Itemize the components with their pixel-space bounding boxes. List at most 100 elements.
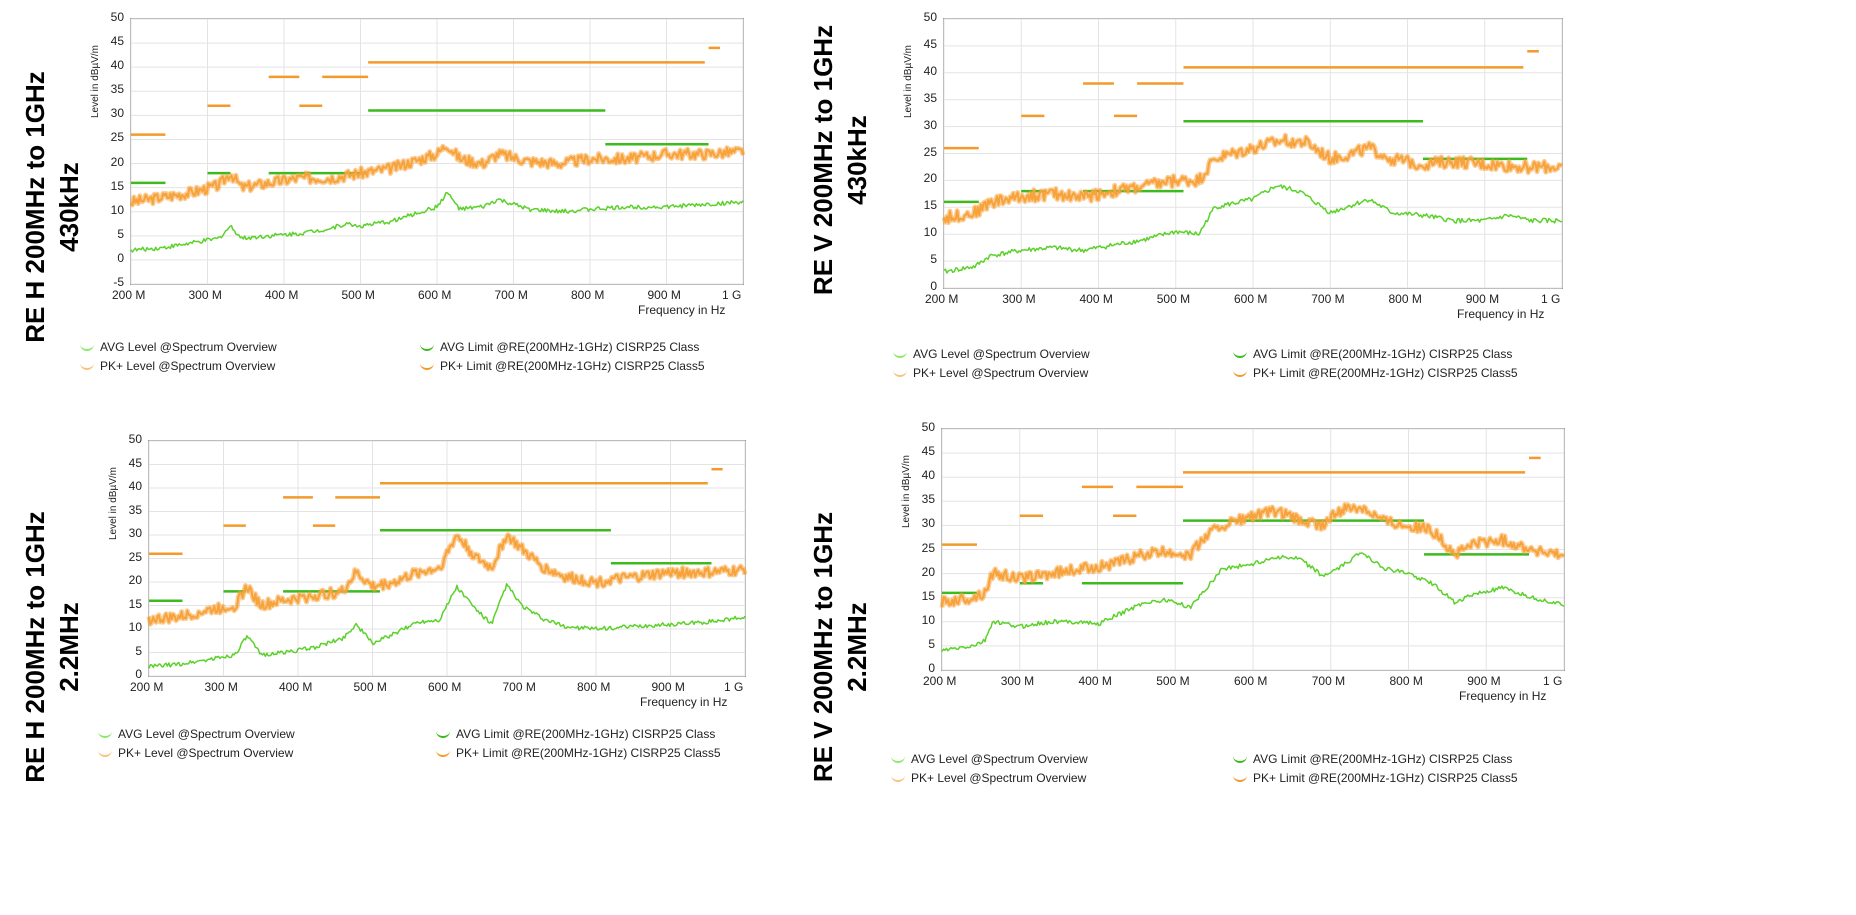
y-tick-label: 15 bbox=[128, 596, 142, 611]
x-tick-label: 200 M bbox=[923, 674, 957, 688]
legend-item: AVG Level @Spectrum Overview bbox=[80, 340, 277, 354]
legend-label: AVG Level @Spectrum Overview bbox=[913, 347, 1090, 361]
pk-level-trace bbox=[130, 145, 744, 206]
x-axis-label: Frequency in Hz bbox=[640, 695, 728, 709]
legend-item: PK+ Level @Spectrum Overview bbox=[893, 366, 1088, 380]
y-tick-label: 50 bbox=[923, 10, 937, 24]
x-tick-label: 500 M bbox=[1156, 292, 1191, 306]
panel-title: RE H 200MHz to 1GHz 2.2MHz bbox=[18, 511, 86, 783]
legend-item: AVG Level @Spectrum Overview bbox=[893, 347, 1090, 361]
plot-area bbox=[146, 440, 748, 677]
legend-swatch bbox=[420, 344, 434, 352]
panel-title: RE V 200MHz to 1GHz 2.2MHz bbox=[806, 512, 874, 782]
x-tick-label: 1 G bbox=[1543, 674, 1563, 688]
legend-item: PK+ Limit @RE(200MHz-1GHz) CISRP25 Class… bbox=[436, 746, 721, 760]
y-axis-label: Level in dBµV/m bbox=[903, 44, 914, 118]
x-tick-label: 400 M bbox=[1078, 674, 1112, 688]
y-tick-label: 40 bbox=[128, 479, 142, 493]
avg-level-trace bbox=[148, 582, 746, 669]
legend-item: PK+ Level @Spectrum Overview bbox=[80, 359, 275, 373]
legend-item: AVG Level @Spectrum Overview bbox=[891, 752, 1088, 766]
panel-title: RE V 200MHz to 1GHz 430kHz bbox=[806, 25, 874, 295]
x-tick-label: 1 G bbox=[724, 680, 744, 694]
panel-title-line: RE H 200MHz to 1GHz bbox=[20, 71, 50, 343]
y-tick-label: 10 bbox=[923, 225, 937, 240]
legend-swatch bbox=[1233, 756, 1247, 764]
legend-item: PK+ Limit @RE(200MHz-1GHz) CISRP25 Class… bbox=[420, 359, 705, 373]
legend-swatch bbox=[80, 363, 94, 371]
x-tick-label: 200 M bbox=[130, 680, 164, 694]
pk-level-trace bbox=[941, 503, 1565, 608]
x-tick-label: 800 M bbox=[571, 288, 605, 302]
legend-swatch bbox=[1233, 351, 1247, 359]
legend-swatch bbox=[1233, 370, 1247, 378]
y-tick-label: 45 bbox=[921, 444, 935, 459]
legend-swatch bbox=[893, 351, 907, 359]
avg-level-trace bbox=[943, 184, 1563, 274]
y-tick-label: 20 bbox=[128, 573, 142, 587]
y-tick-label: 50 bbox=[110, 10, 124, 24]
y-tick-label: 35 bbox=[110, 82, 124, 97]
panel-title-line: 2.2MHz bbox=[54, 602, 84, 692]
y-tick-label: 50 bbox=[921, 420, 935, 434]
y-axis-label: Level in dBµV/m bbox=[90, 44, 101, 118]
y-tick-label: 30 bbox=[923, 117, 937, 132]
y-axis-label: Level in dBµV/m bbox=[108, 466, 119, 540]
legend-label: AVG Level @Spectrum Overview bbox=[100, 340, 277, 354]
legend-label: AVG Limit @RE(200MHz-1GHz) CISRP25 Class bbox=[1253, 347, 1513, 361]
panel-title-line: RE V 200MHz to 1GHz bbox=[808, 511, 838, 783]
avg-level-trace bbox=[130, 191, 744, 253]
x-tick-label: 300 M bbox=[204, 680, 238, 694]
y-tick-label: 5 bbox=[930, 252, 937, 267]
y-tick-label: 0 bbox=[930, 279, 937, 293]
legend-label: PK+ Level @Spectrum Overview bbox=[911, 771, 1087, 785]
y-tick-label: 15 bbox=[921, 588, 935, 603]
legend-label: AVG Limit @RE(200MHz-1GHz) CISRP25 Class bbox=[440, 340, 700, 354]
x-tick-label: 1 G bbox=[722, 288, 742, 302]
y-tick-label: 0 bbox=[135, 667, 142, 681]
y-tick-label: 20 bbox=[110, 154, 124, 169]
y-tick-label: 30 bbox=[128, 526, 142, 540]
legend-swatch bbox=[80, 344, 94, 352]
x-axis-label: Frequency in Hz bbox=[1457, 307, 1545, 321]
legend-label: AVG Limit @RE(200MHz-1GHz) CISRP25 Class bbox=[456, 727, 716, 741]
y-tick-label: 35 bbox=[921, 492, 935, 507]
x-tick-label: 400 M bbox=[279, 680, 313, 694]
legend-item: AVG Limit @RE(200MHz-1GHz) CISRP25 Class bbox=[436, 727, 715, 741]
y-tick-label: 20 bbox=[921, 564, 935, 579]
x-tick-label: 300 M bbox=[1002, 292, 1036, 306]
y-tick-label: 40 bbox=[923, 63, 937, 78]
y-tick-label: 5 bbox=[117, 226, 124, 241]
legend-item: PK+ Limit @RE(200MHz-1GHz) CISRP25 Class… bbox=[1233, 771, 1518, 785]
y-tick-label: 10 bbox=[128, 620, 142, 634]
legend-item: PK+ Limit @RE(200MHz-1GHz) CISRP25 Class… bbox=[1233, 366, 1518, 380]
x-tick-label: 700 M bbox=[494, 288, 528, 302]
x-tick-label: 300 M bbox=[188, 288, 222, 302]
y-tick-label: 45 bbox=[923, 36, 937, 51]
y-axis-label: Level in dBµV/m bbox=[901, 454, 912, 528]
plot-svg bbox=[146, 440, 748, 677]
y-tick-label: 5 bbox=[928, 636, 935, 651]
legend-label: AVG Level @Spectrum Overview bbox=[911, 752, 1088, 766]
legend-item: AVG Limit @RE(200MHz-1GHz) CISRP25 Class bbox=[1233, 347, 1512, 361]
y-tick-label: 35 bbox=[923, 90, 937, 105]
x-tick-label: 600 M bbox=[1234, 292, 1268, 306]
y-tick-label: -5 bbox=[113, 275, 124, 289]
legend-swatch bbox=[98, 731, 112, 739]
x-tick-label: 700 M bbox=[1311, 292, 1345, 306]
y-tick-label: 40 bbox=[921, 468, 935, 483]
legend-label: PK+ Level @Spectrum Overview bbox=[100, 359, 276, 373]
y-tick-label: 10 bbox=[921, 612, 935, 627]
legend-label: PK+ Limit @RE(200MHz-1GHz) CISRP25 Class… bbox=[440, 359, 705, 373]
plot-area bbox=[129, 18, 746, 285]
y-tick-label: 10 bbox=[110, 202, 124, 217]
legend-swatch bbox=[891, 775, 905, 783]
legend-label: PK+ Level @Spectrum Overview bbox=[913, 366, 1089, 380]
y-tick-label: 50 bbox=[128, 432, 142, 446]
legend-item: PK+ Level @Spectrum Overview bbox=[98, 746, 293, 760]
x-tick-label: 1 G bbox=[1541, 292, 1561, 306]
x-tick-label: 900 M bbox=[1465, 292, 1500, 306]
panel-title-line: 2.2MHz bbox=[842, 602, 872, 692]
panel-title-line: 430kHz bbox=[842, 115, 872, 205]
y-tick-label: 30 bbox=[921, 516, 935, 531]
